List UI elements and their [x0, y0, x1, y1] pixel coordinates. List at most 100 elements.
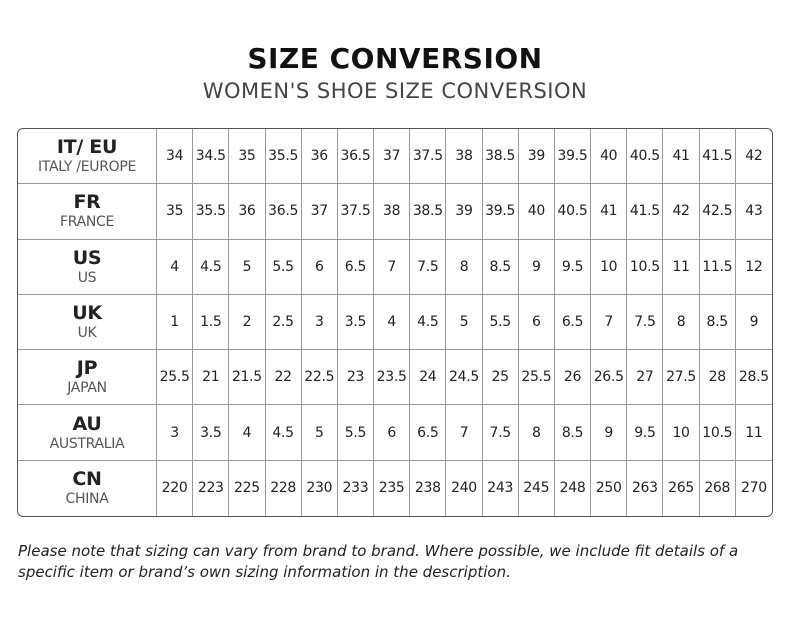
size-code: JP [76, 357, 98, 380]
size-cell: 35 [229, 129, 266, 185]
size-cell: 7 [374, 239, 411, 295]
size-cell: 3.5 [337, 294, 375, 351]
size-cell: 37 [301, 184, 338, 240]
size-cell: 243 [483, 460, 519, 516]
size-cell: 2.5 [265, 294, 302, 351]
size-cell: 36 [229, 184, 266, 240]
size-cell: 223 [193, 460, 230, 516]
size-cell: 5.5 [482, 294, 519, 351]
size-cell: 7.5 [627, 294, 664, 351]
size-cell: 265 [663, 460, 700, 516]
size-cell: 9 [591, 405, 628, 461]
size-code: AU [72, 412, 102, 435]
row-header: US US [18, 239, 157, 295]
size-cell: 42 [735, 129, 772, 185]
size-cell: 9 [518, 239, 555, 295]
size-cell: 8 [663, 294, 700, 351]
size-cell: 42 [663, 184, 700, 240]
size-cell: 39.5 [554, 129, 592, 185]
size-cell: 37 [374, 129, 411, 185]
size-cell: 248 [555, 460, 592, 516]
size-cell: 40.5 [627, 129, 664, 185]
size-cell: 268 [700, 460, 736, 516]
size-code: FR [73, 191, 101, 214]
size-cell: 25.5 [157, 350, 194, 406]
size-cell: 25 [482, 350, 519, 406]
size-cell: 6 [374, 405, 411, 461]
size-cell: 41.5 [627, 184, 664, 240]
row-header: AU AUSTRALIA [18, 405, 157, 461]
size-cell: 35 [157, 184, 194, 240]
size-cell: 40 [518, 184, 555, 240]
size-cell: 9.5 [554, 239, 592, 295]
size-cell: 11 [735, 405, 772, 461]
size-cell: 3.5 [193, 405, 230, 461]
size-cell: 7 [446, 405, 483, 461]
size-cell: 27.5 [663, 350, 700, 406]
size-cell: 5.5 [337, 405, 375, 461]
size-cell: 41 [591, 184, 628, 240]
region-name: FRANCE [59, 214, 115, 231]
size-code: IT/ EU [56, 136, 118, 159]
region-name: AUSTRALIA [49, 435, 125, 452]
size-cell: 26 [554, 350, 592, 406]
region-name: US [77, 269, 97, 286]
size-table: IT/ EU ITALY /EUROPE 34 34.5 35 35.5 36 36.5 37 3… [17, 128, 773, 517]
size-cell: 39.5 [482, 184, 519, 240]
size-cell: 5 [229, 239, 266, 295]
size-cell: 238 [410, 460, 447, 516]
size-cell: 9.5 [627, 405, 664, 461]
size-cell: 35.5 [193, 184, 230, 240]
size-cell: 24 [410, 350, 447, 406]
size-cell: 228 [266, 460, 302, 516]
size-cell: 263 [627, 460, 664, 516]
size-cell: 245 [519, 460, 555, 516]
size-cell: 8 [446, 239, 483, 295]
size-cell: 11.5 [699, 239, 736, 295]
size-cell: 40 [591, 129, 628, 185]
size-cell: 270 [740, 480, 767, 497]
size-cell: 25.5 [518, 350, 555, 406]
size-cell: 4.5 [193, 239, 230, 295]
size-code: UK [72, 301, 102, 324]
subtitle: WOMEN'S SHOE SIZE CONVERSION [202, 79, 588, 103]
size-cell: 22.5 [301, 350, 338, 406]
size-cell: 6.5 [337, 239, 375, 295]
size-cell: 12 [735, 240, 772, 295]
size-cell: 38.5 [482, 129, 519, 185]
size-cell: 240 [446, 460, 483, 516]
size-cell: 220 [157, 460, 194, 516]
note: Please note that sizing can vary from br… [18, 542, 739, 581]
row-header: CN CHINA [18, 460, 157, 516]
size-cell: 6 [518, 294, 555, 351]
size-cell: 5 [446, 294, 483, 351]
size-cell: 7.5 [410, 239, 447, 295]
size-cell: 6.5 [410, 405, 447, 461]
size-cell: 37.5 [410, 129, 447, 185]
size-cell: 23.5 [374, 350, 411, 406]
size-cell: 38.5 [410, 184, 447, 240]
size-cell: 230 [302, 460, 338, 516]
size-cell: 8 [518, 405, 555, 461]
size-cell: 36.5 [265, 184, 302, 240]
size-cell: 3 [157, 405, 194, 461]
size-cell: 41 [663, 129, 700, 185]
size-cell: 35.5 [265, 129, 302, 185]
size-cell: 26.5 [591, 350, 628, 406]
row-header: UK UK [18, 294, 157, 351]
size-cell: 7.5 [482, 405, 519, 461]
title: SIZE CONVERSION [247, 42, 543, 75]
size-cell: 36 [301, 129, 338, 185]
size-cell: 8.5 [699, 294, 736, 351]
size-cell: 9 [735, 295, 772, 351]
size-cell: 235 [374, 460, 411, 516]
size-cell: 34.5 [193, 129, 230, 185]
size-cell: 10 [591, 239, 628, 295]
size-cell: 39 [446, 184, 483, 240]
size-cell: 42.5 [699, 184, 736, 240]
size-cell: 37.5 [337, 184, 375, 240]
size-cell: 28 [699, 350, 736, 406]
size-cell: 38 [446, 129, 483, 185]
size-cell: 28.5 [735, 350, 772, 406]
